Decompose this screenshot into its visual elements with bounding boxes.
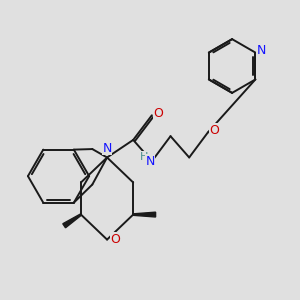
Text: N: N bbox=[102, 142, 112, 154]
Text: H: H bbox=[140, 152, 148, 162]
Text: N: N bbox=[257, 44, 266, 57]
Text: O: O bbox=[154, 107, 164, 120]
Text: N: N bbox=[145, 155, 155, 168]
Text: O: O bbox=[210, 124, 220, 137]
Polygon shape bbox=[133, 212, 156, 217]
Polygon shape bbox=[63, 214, 81, 228]
Text: O: O bbox=[110, 233, 120, 246]
